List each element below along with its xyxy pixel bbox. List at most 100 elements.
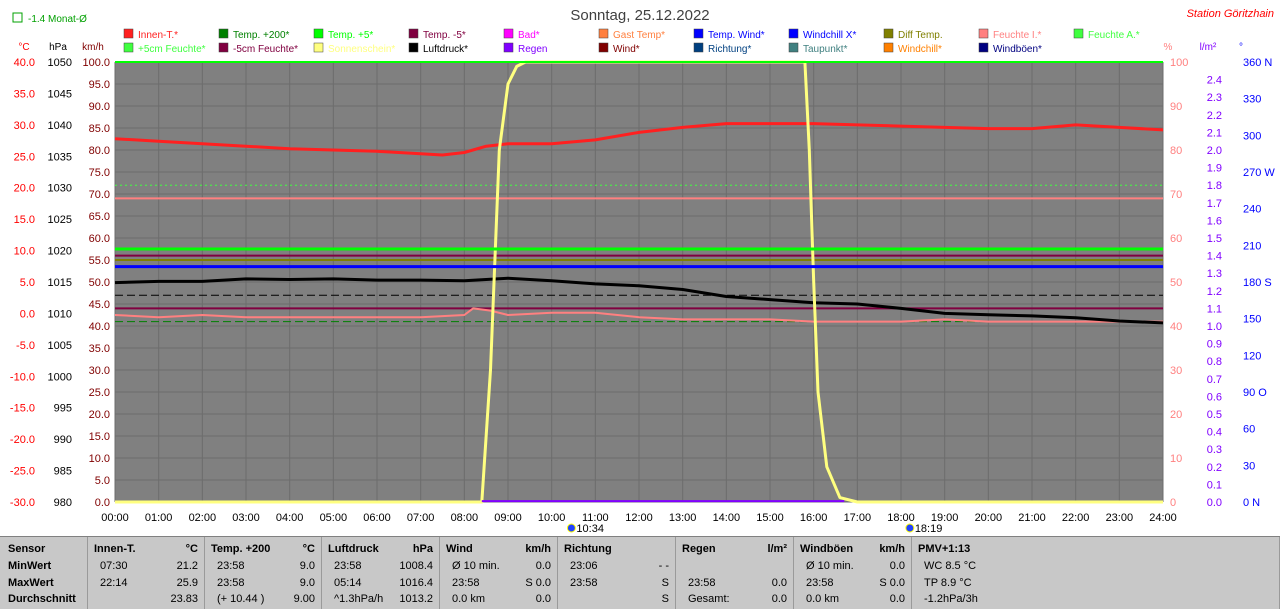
stats-header: Temp. +200 °C bbox=[205, 541, 321, 557]
x-tick-label: 18:00 bbox=[887, 512, 915, 524]
stats-cell-row: Gesamt: 0.0 bbox=[676, 591, 793, 607]
stats-cell-left: TP 8.9 °C bbox=[924, 577, 972, 589]
stats-cell-left: 0.0 km bbox=[806, 593, 840, 605]
stats-cell-row: 23:06 - - bbox=[558, 558, 675, 574]
axis-unit-kmh: km/h bbox=[82, 42, 104, 53]
x-tick-label: 10:00 bbox=[538, 512, 566, 524]
y-tick-rain: 1.6 bbox=[1207, 215, 1222, 227]
y-tick-rain: 1.4 bbox=[1207, 251, 1222, 263]
sunset-icon bbox=[905, 523, 915, 533]
x-tick-label: 07:00 bbox=[407, 512, 435, 524]
stats-cell-right: 0.0 bbox=[771, 593, 787, 605]
stats-cell-left: 23:58 bbox=[570, 577, 598, 589]
y-tick-kmh: 95.0 bbox=[89, 79, 110, 91]
series-line bbox=[114, 307, 1163, 323]
stats-cell-right: S bbox=[661, 577, 669, 589]
stats-cell-right: 0.0 bbox=[771, 577, 787, 589]
y-tick-degree: 210 bbox=[1243, 240, 1261, 252]
stats-cell-row: 23:58 S bbox=[558, 575, 675, 591]
stats-cell-right: 0.0 bbox=[889, 593, 905, 605]
y-tick-kmh: 90.0 bbox=[89, 101, 110, 113]
stats-cell-row: S bbox=[558, 591, 675, 607]
y-tick-kmh: 75.0 bbox=[89, 167, 110, 179]
stats-column: Wind km/h Ø 10 min. 0.0 23:58 S 0.0 0.0 km 0.0 bbox=[440, 537, 558, 609]
y-tick-celsius: 30.0 bbox=[14, 120, 35, 132]
x-tick-label: 21:00 bbox=[1018, 512, 1046, 524]
y-tick-kmh: 15.0 bbox=[89, 431, 110, 443]
legend-label: Temp. +5* bbox=[328, 30, 373, 41]
y-tick-hpa: 1005 bbox=[48, 340, 72, 352]
y-tick-rain: 1.9 bbox=[1207, 163, 1222, 175]
stats-cell-right: S bbox=[661, 593, 669, 605]
stats-cell-right: - - bbox=[658, 560, 669, 572]
series-line bbox=[114, 122, 1164, 157]
stats-cell-right: 0.0 bbox=[535, 560, 551, 572]
legend-swatch bbox=[313, 42, 324, 53]
y-tick-rain: 2.3 bbox=[1207, 92, 1222, 104]
y-tick-degree: 240 bbox=[1243, 204, 1261, 216]
legend-swatch bbox=[218, 42, 229, 53]
y-tick-kmh: 5.0 bbox=[95, 475, 110, 487]
y-tick-hpa: 980 bbox=[54, 497, 72, 509]
legend-label: Bad* bbox=[518, 30, 540, 41]
stats-cell-right: 1008.4 bbox=[399, 560, 433, 572]
stats-header-name: Richtung bbox=[564, 543, 612, 555]
y-tick-celsius: -15.0 bbox=[10, 403, 35, 415]
stats-cell-right: 21.2 bbox=[176, 560, 198, 572]
stats-column: Innen-T. °C 07:30 21.2 22:14 25.9 23.83 bbox=[88, 537, 205, 609]
y-tick-percent: 50 bbox=[1170, 277, 1182, 289]
y-tick-hpa: 1035 bbox=[48, 151, 72, 163]
stats-header: Wind km/h bbox=[440, 541, 557, 557]
stats-cell-row: WC 8.5 °C bbox=[912, 558, 1279, 574]
y-tick-hpa: 1050 bbox=[48, 57, 72, 69]
month-avg-icon bbox=[12, 12, 23, 23]
stats-column: Temp. +200 °C 23:58 9.0 23:58 9.0 (+ 10.44 ) 9.… bbox=[205, 537, 322, 609]
y-tick-rain: 2.1 bbox=[1207, 127, 1222, 139]
stats-cell-left: 23:58 bbox=[217, 577, 245, 589]
legend-label: Taupunkt* bbox=[803, 44, 848, 55]
stats-cell-left: 23:06 bbox=[570, 560, 598, 572]
y-tick-percent: 40 bbox=[1170, 321, 1182, 333]
legend-swatch bbox=[218, 28, 229, 39]
stats-cell-left: Ø 10 min. bbox=[452, 560, 500, 572]
y-tick-degree: 90 O bbox=[1243, 387, 1267, 399]
stats-cell-right: 9.0 bbox=[299, 577, 315, 589]
legend-swatch bbox=[408, 42, 419, 53]
y-tick-rain: 0.7 bbox=[1207, 374, 1222, 386]
stats-cell-right: 9.0 bbox=[299, 560, 315, 572]
stats-column: Richtung 23:06 - - 23:58 S S bbox=[558, 537, 676, 609]
legend-label: Innen-T.* bbox=[138, 30, 178, 41]
stats-cell-right: 1016.4 bbox=[399, 577, 433, 589]
y-tick-kmh: 85.0 bbox=[89, 123, 110, 135]
stats-cell-right: 9.00 bbox=[293, 593, 315, 605]
y-tick-celsius: 15.0 bbox=[14, 214, 35, 226]
y-tick-kmh: 0.0 bbox=[95, 497, 110, 509]
y-tick-degree: 360 N bbox=[1243, 57, 1272, 69]
y-tick-kmh: 45.0 bbox=[89, 299, 110, 311]
stats-header: Regen l/m² bbox=[676, 541, 793, 557]
y-tick-celsius: -30.0 bbox=[10, 497, 35, 509]
stats-row-label: Durchschnitt bbox=[8, 593, 76, 605]
y-tick-degree: 60 bbox=[1243, 424, 1255, 436]
stats-header-name: Temp. +200 bbox=[211, 543, 271, 555]
stats-header-name: Regen bbox=[682, 543, 716, 555]
stats-cell-row: -1.2hPa/3h bbox=[912, 591, 1279, 607]
y-tick-kmh: 25.0 bbox=[89, 387, 110, 399]
legend-label: Richtung* bbox=[708, 44, 751, 55]
axis-unit-percent: % bbox=[1164, 42, 1173, 53]
y-tick-degree: 120 bbox=[1243, 350, 1261, 362]
legend-swatch bbox=[503, 42, 514, 53]
legend-swatch bbox=[978, 28, 989, 39]
stats-cell-left: 22:14 bbox=[100, 577, 128, 589]
y-tick-percent: 80 bbox=[1170, 145, 1182, 157]
stats-cell-left: (+ 10.44 ) bbox=[217, 593, 265, 605]
x-tick-label: 03:00 bbox=[232, 512, 260, 524]
stats-cell-left: 05:14 bbox=[334, 577, 362, 589]
axis-unit-hpa: hPa bbox=[49, 42, 67, 53]
x-tick-label: 06:00 bbox=[363, 512, 391, 524]
y-tick-degree: 180 S bbox=[1243, 277, 1272, 289]
stats-cell-right: S 0.0 bbox=[525, 577, 551, 589]
y-tick-percent: 10 bbox=[1170, 453, 1182, 465]
stats-header-name: Innen-T. bbox=[94, 543, 136, 555]
stats-column: Regen l/m² 23:58 0.0 Gesamt: 0.0 bbox=[676, 537, 794, 609]
